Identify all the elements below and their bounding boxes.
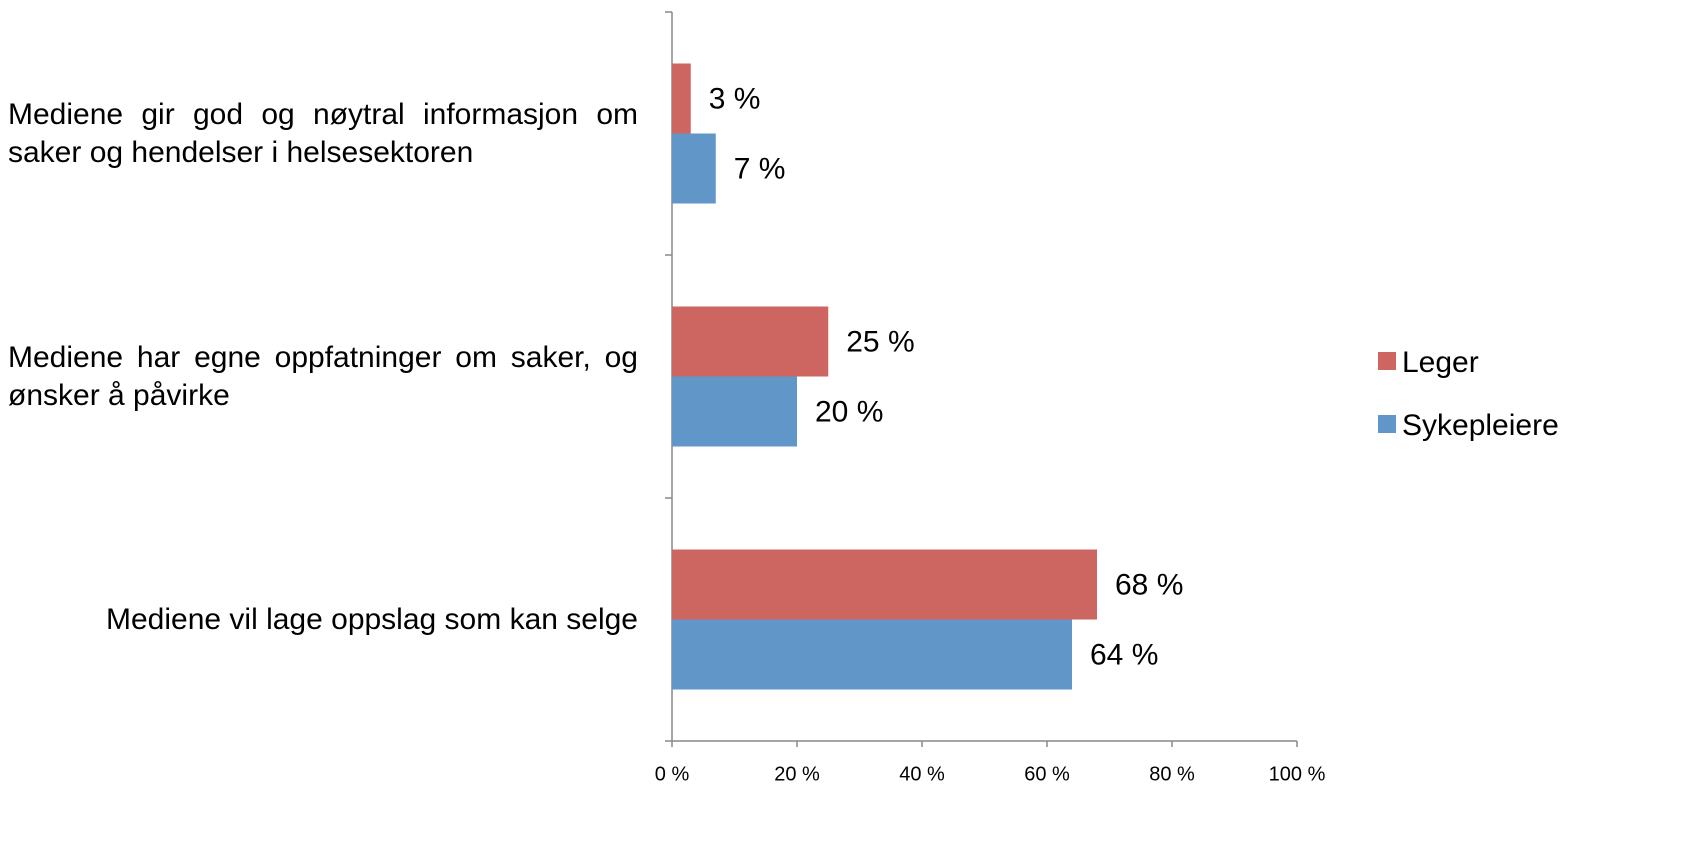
legend-swatch bbox=[1378, 352, 1396, 370]
x-tick-label: 40 % bbox=[899, 763, 945, 785]
bar bbox=[672, 549, 1097, 620]
x-tick-label: 0 % bbox=[655, 763, 690, 785]
legend-swatch bbox=[1378, 415, 1396, 433]
category-label: Mediene har egne oppfatninger om saker, … bbox=[8, 340, 638, 412]
bar bbox=[672, 376, 797, 447]
value-label: 3 % bbox=[709, 82, 761, 115]
bar bbox=[672, 306, 829, 377]
value-label: 20 % bbox=[815, 395, 883, 428]
legend-label: Sykepleiere bbox=[1402, 409, 1559, 442]
category-label: Mediene vil lage oppslag som kan selge bbox=[106, 602, 638, 636]
value-label: 64 % bbox=[1090, 638, 1158, 671]
legend-label: Leger bbox=[1402, 346, 1479, 379]
x-tick-label: 80 % bbox=[1149, 763, 1195, 785]
value-label: 7 % bbox=[734, 152, 786, 185]
x-tick-label: 20 % bbox=[774, 763, 820, 785]
bar bbox=[672, 133, 716, 204]
value-label: 68 % bbox=[1115, 568, 1183, 601]
value-label: 25 % bbox=[846, 325, 914, 358]
bar bbox=[672, 619, 1072, 690]
x-tick-label: 100 % bbox=[1269, 763, 1326, 785]
bar bbox=[672, 63, 691, 134]
category-label: Mediene gir god og nøytral informasjon o… bbox=[8, 97, 638, 169]
x-tick-label: 60 % bbox=[1024, 763, 1070, 785]
